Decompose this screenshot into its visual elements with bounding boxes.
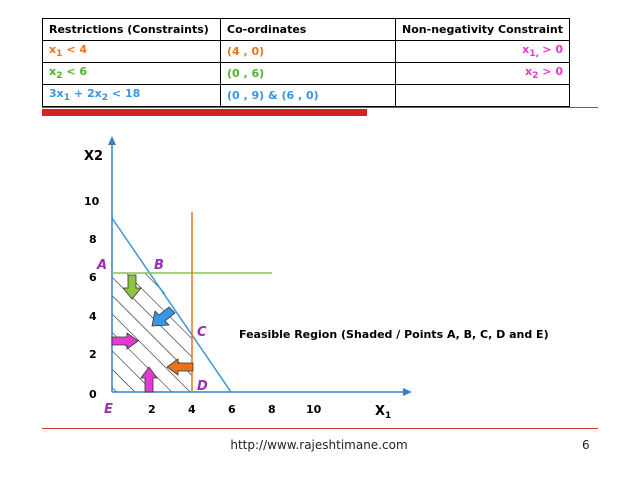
x-axis-title: X1 <box>375 404 391 421</box>
right-arrow-icon <box>111 332 139 350</box>
page-number: 6 <box>582 438 590 452</box>
x-tick-label: 8 <box>268 403 276 416</box>
point-label-d: D <box>197 379 208 394</box>
point-label-c: C <box>197 325 207 340</box>
down-arrow-icon <box>122 274 142 300</box>
y-tick-label: 2 <box>89 348 97 361</box>
x-tick-label: 2 <box>148 403 156 416</box>
y-tick-label: 10 <box>84 195 100 208</box>
header-restrictions: Restrictions (Constraints) <box>42 18 221 41</box>
x-tick-label: 4 <box>188 403 196 416</box>
feasible-region-label: Feasible Region (Shaded / Points A, B, C… <box>239 328 549 341</box>
bottom-divider <box>42 428 598 429</box>
y-tick-label: 0 <box>89 388 97 401</box>
x-tick-labels: 2 4 6 8 10 <box>148 403 322 416</box>
y-axis-title: X2 <box>84 149 103 164</box>
left-arrow-icon <box>166 358 194 376</box>
top-divider <box>42 107 598 108</box>
point-label-a: A <box>96 258 107 273</box>
y-axis-arrow-icon <box>108 136 116 145</box>
table-row: 3x1 + 2x2 < 18 (0 , 9) & (6 , 0) <box>42 84 570 107</box>
restriction-cell: 3x1 + 2x2 < 18 <box>42 84 221 107</box>
y-tick-label: 4 <box>89 310 97 323</box>
feasible-region <box>112 273 192 392</box>
point-label-b: B <box>154 258 164 273</box>
y-tick-labels: 0 2 4 6 8 10 <box>84 195 100 401</box>
coordinates-cell: (0 , 6) <box>220 62 396 85</box>
y-tick-label: 6 <box>89 271 97 284</box>
constraints-table: Restrictions (Constraints) Co-ordinates … <box>42 18 570 107</box>
down-left-arrow-icon <box>151 306 176 327</box>
x-tick-label: 6 <box>228 403 236 416</box>
footer-url: http://www.rajeshtimane.com <box>230 438 408 452</box>
coordinates-cell: (0 , 9) & (6 , 0) <box>220 84 396 107</box>
y-tick-label: 8 <box>89 233 97 246</box>
table-row: x1 < 4 (4 , 0) x1, > 0 <box>42 40 570 63</box>
x-axis-arrow-icon <box>403 388 412 396</box>
x-tick-label: 10 <box>306 403 322 416</box>
nonnegativity-cell <box>395 84 570 107</box>
accent-bar <box>42 109 367 116</box>
constraint-line-3x1-2x2 <box>111 217 232 393</box>
point-label-e: E <box>104 402 113 417</box>
up-arrow-icon <box>140 366 158 393</box>
point-labels: A B C D E <box>96 258 208 417</box>
